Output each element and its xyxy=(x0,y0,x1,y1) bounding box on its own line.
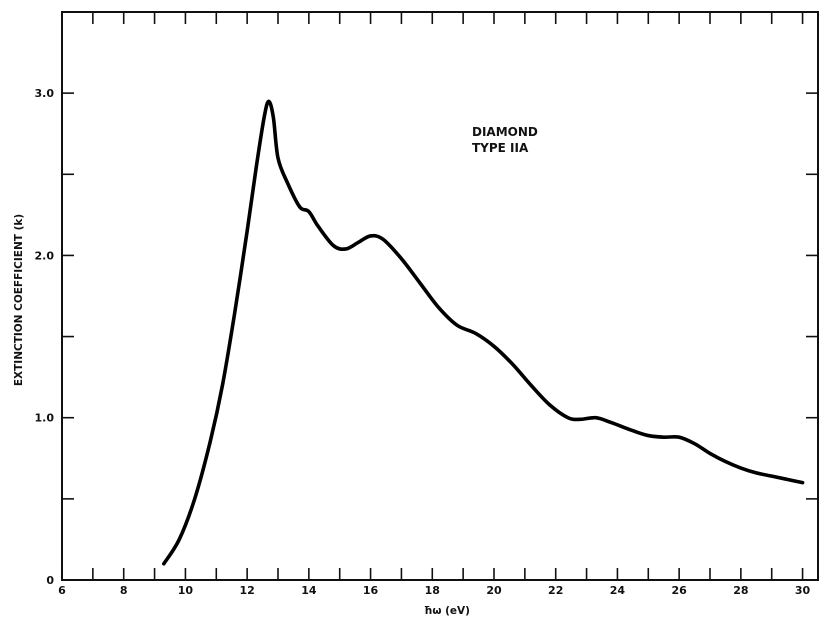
x-tick-label: 10 xyxy=(178,584,194,597)
plot-frame xyxy=(61,11,819,581)
plot-border xyxy=(61,11,819,581)
x-tick-label: 26 xyxy=(671,584,687,597)
x-axis-label: ħω (eV) xyxy=(424,605,470,617)
x-tick-label: 16 xyxy=(363,584,379,597)
y-tick-label: 0 xyxy=(46,574,54,587)
x-tick-label: 22 xyxy=(548,584,563,597)
x-tick-label: 18 xyxy=(425,584,440,597)
x-tick-label: 24 xyxy=(610,584,626,597)
axis-ticks xyxy=(61,11,818,581)
x-tick-label: 12 xyxy=(239,584,254,597)
y-axis-label: EXTINCTION COEFFICIENT (k) xyxy=(13,214,25,386)
x-tick-label: 28 xyxy=(733,584,748,597)
tick-labels: 6 8 10 12 14 16 18 20 22 24 26 28 30 0 1.0 2.0 3.0 xyxy=(35,87,811,597)
annotation-type: TYPE IIA xyxy=(472,141,529,155)
series-layer xyxy=(162,99,805,566)
x-tick-label: 6 xyxy=(58,584,66,597)
x-tick-label: 30 xyxy=(795,584,811,597)
x-tick-label: 14 xyxy=(301,584,317,597)
annotation-diamond: DIAMOND xyxy=(472,125,538,139)
y-tick-label: 2.0 xyxy=(35,249,55,262)
x-tick-label: 20 xyxy=(486,584,502,597)
y-tick-label: 3.0 xyxy=(35,87,55,100)
y-tick-label: 1.0 xyxy=(35,412,55,425)
series-line-extinction xyxy=(162,99,805,566)
x-tick-label: 8 xyxy=(120,584,128,597)
